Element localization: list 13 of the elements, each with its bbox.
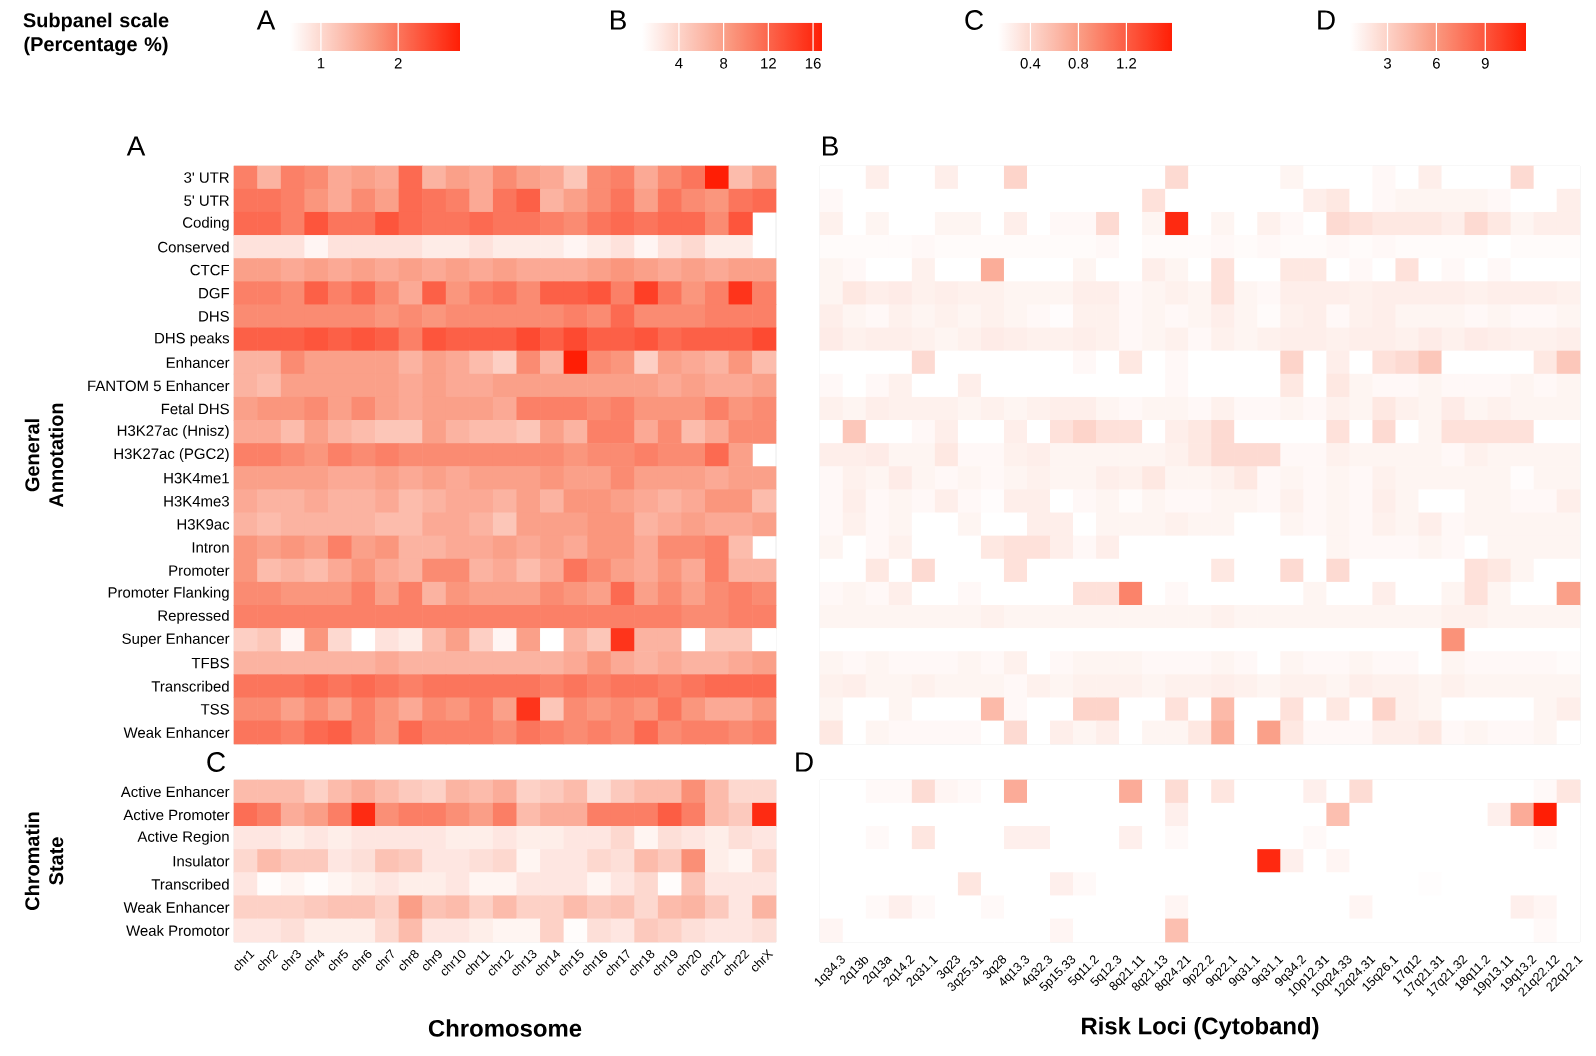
- y-axis-title: General Annotation: [24, 403, 64, 508]
- color-bar-title: D: [1318, 10, 1335, 30]
- y-axis-title: Chromatin State: [24, 812, 64, 911]
- x-axis-title: Risk Loci (Cytoband): [1082, 1016, 1319, 1040]
- color-bar-title: A: [256, 10, 276, 30]
- color-bar-title: C: [965, 10, 984, 30]
- color-bar-title: B: [610, 10, 626, 30]
- chart-title: D: [796, 752, 813, 772]
- chart-title: C: [207, 752, 226, 772]
- x-axis-title: Chromosome: [428, 1019, 582, 1037]
- text: Subpanel scale (Percentage %): [23, 12, 169, 56]
- chart-title: A: [126, 136, 146, 156]
- chart-title: B: [822, 136, 838, 156]
